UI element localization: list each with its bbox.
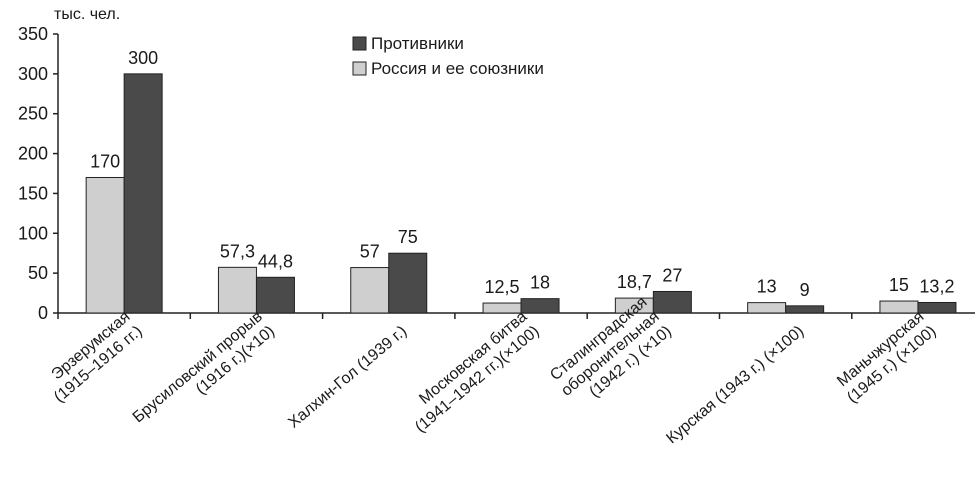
- data-label: 57,3: [220, 241, 255, 261]
- bar-opponents-4: [652, 290, 692, 314]
- data-label: 9: [800, 280, 810, 300]
- y-tick-label: 250: [18, 104, 48, 124]
- bar-russia-5: [747, 302, 787, 314]
- legend-label: Россия и ее союзники: [371, 59, 544, 78]
- y-tick-label: 350: [18, 24, 48, 44]
- legend-label: Противники: [371, 34, 464, 53]
- bar-opponents-2: [388, 252, 428, 314]
- bar-russia-2: [350, 267, 390, 314]
- bar-opponents-5: [785, 305, 825, 314]
- y-axis-unit-label: тыс. чел.: [54, 6, 120, 23]
- data-label: 18: [530, 273, 550, 293]
- y-tick-label: 200: [18, 144, 48, 164]
- bar-russia-1: [217, 266, 257, 314]
- x-tick-label: Брусиловский прорыв: [130, 308, 266, 426]
- data-label: 75: [398, 227, 418, 247]
- bar-opponents-3: [520, 298, 560, 314]
- category-label-2: Халхин-Гол (1939 г.): [285, 323, 410, 432]
- y-tick-label: 150: [18, 183, 48, 203]
- x-tick-label: Халхин-Гол (1939 г.): [285, 323, 410, 432]
- bar-opponents-0: [123, 73, 163, 314]
- legend: Противники Россия и ее союзники: [352, 34, 544, 78]
- x-tick-label: Курская (1943 г.) (×100): [663, 323, 807, 448]
- data-label: 300: [128, 48, 158, 68]
- y-tick-label: 300: [18, 64, 48, 84]
- axes: 0 50 100 150 200 250 300 350: [18, 24, 975, 323]
- bar-opponents-1: [255, 276, 295, 314]
- bar-russia-0: [85, 176, 125, 314]
- legend-swatch: [352, 61, 367, 76]
- category-label-0: Эрзерумская(1915–1916 гг.): [48, 308, 145, 406]
- data-label: 15: [889, 275, 909, 295]
- category-label-5: Курская (1943 г.) (×100): [663, 323, 807, 448]
- data-label: 57: [360, 242, 380, 262]
- value-labels: 170 300 57,3 44,8 57 75 12,5 18 18,7 27 13 9 15 13,2: [90, 48, 954, 300]
- data-label: 18,7: [617, 272, 652, 292]
- data-label: 44,8: [258, 251, 293, 271]
- category-label-1: Брусиловский прорыв(1916 г.)(×10): [130, 308, 278, 426]
- data-label: 170: [90, 151, 120, 171]
- y-tick-label: 50: [28, 263, 48, 283]
- y-tick-label: 0: [38, 303, 48, 323]
- data-label: 27: [662, 265, 682, 285]
- x-tick-label: (1941–1942 гг.)(×100): [412, 323, 542, 436]
- data-label: 13,2: [919, 276, 954, 296]
- bars: [85, 73, 957, 314]
- category-label-3: Московская битва(1941–1942 гг.)(×100): [412, 308, 542, 436]
- bar-opponents-6: [917, 301, 957, 314]
- data-label: 12,5: [485, 277, 520, 297]
- data-label: 13: [757, 277, 777, 297]
- y-tick-label: 100: [18, 223, 48, 243]
- category-label-6: Маньчжурская(1945 г.) (×100): [834, 308, 939, 406]
- legend-swatch: [352, 36, 367, 51]
- category-labels: Эрзерумская(1915–1916 гг.)Брусиловский п…: [48, 294, 939, 448]
